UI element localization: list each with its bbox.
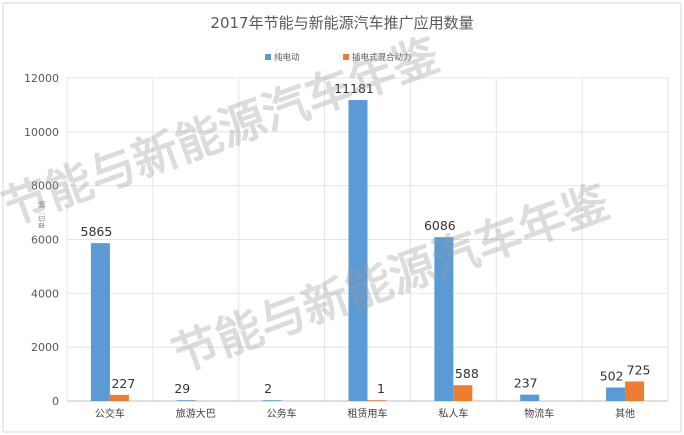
data-label: 11181 bbox=[334, 81, 374, 96]
data-label: 227 bbox=[111, 376, 135, 391]
legend: 纯电动 插电式混合动力 bbox=[265, 52, 412, 63]
bar-1 bbox=[520, 394, 540, 401]
x-tick-label: 公务车 bbox=[267, 407, 297, 420]
data-label: 5865 bbox=[81, 224, 113, 239]
data-label: 29 bbox=[174, 381, 190, 396]
legend-label-series-1: 纯电动 bbox=[274, 52, 300, 63]
x-tick-label: 租赁用车 bbox=[348, 407, 388, 420]
bar-1 bbox=[90, 243, 110, 401]
y-tick-label: 2000 bbox=[31, 341, 59, 354]
y-tick-label: 12000 bbox=[24, 72, 59, 85]
x-tick-label: 物流车 bbox=[524, 407, 554, 420]
y-tick-label: 4000 bbox=[31, 287, 59, 300]
y-tick-label: 10000 bbox=[24, 126, 59, 139]
y-axis-ticks: 0 2000 4000 6000 8000 10000 12000 bbox=[24, 72, 59, 408]
chart-title: 2017年节能与新能源汽车推广应用数量 bbox=[210, 14, 473, 32]
y-tick-label: 8000 bbox=[31, 180, 59, 193]
y-axis-label: 单位：辆 bbox=[37, 201, 46, 229]
legend-label-series-2: 插电式混合动力 bbox=[352, 52, 412, 63]
x-tick-label: 公交车 bbox=[95, 407, 125, 420]
data-labels: 5865 227 29 2 11181 1 6086 588 237 502 725 bbox=[81, 81, 651, 396]
data-label: 502 bbox=[600, 368, 624, 383]
data-label: 1 bbox=[377, 381, 385, 396]
y-tick-label: 0 bbox=[52, 395, 59, 408]
x-axis-categories: 公交车 旅游大巴 公务车 租赁用车 私人车 物流车 其他 bbox=[95, 407, 635, 420]
bar-1 bbox=[262, 400, 282, 401]
x-tick-label: 私人车 bbox=[438, 407, 468, 420]
x-tick-label: 旅游大巴 bbox=[176, 407, 216, 420]
data-label: 2 bbox=[264, 381, 272, 396]
bar-2 bbox=[109, 394, 129, 401]
bar-1 bbox=[176, 400, 196, 401]
data-label: 588 bbox=[455, 366, 479, 381]
data-label: 725 bbox=[627, 362, 651, 377]
data-label: 6086 bbox=[424, 218, 456, 233]
data-label: 237 bbox=[514, 376, 538, 391]
bar-2 bbox=[625, 381, 645, 401]
bar-2 bbox=[367, 400, 387, 401]
bar-1 bbox=[606, 387, 626, 401]
bar-1 bbox=[434, 237, 454, 401]
y-tick-label: 6000 bbox=[31, 234, 59, 247]
legend-swatch-series-2 bbox=[343, 54, 349, 60]
x-tick-label: 其他 bbox=[615, 407, 635, 420]
bar-2 bbox=[453, 385, 473, 401]
bars bbox=[90, 100, 645, 402]
gridlines bbox=[66, 77, 669, 402]
legend-swatch-series-1 bbox=[265, 54, 271, 60]
bar-1 bbox=[348, 100, 368, 402]
